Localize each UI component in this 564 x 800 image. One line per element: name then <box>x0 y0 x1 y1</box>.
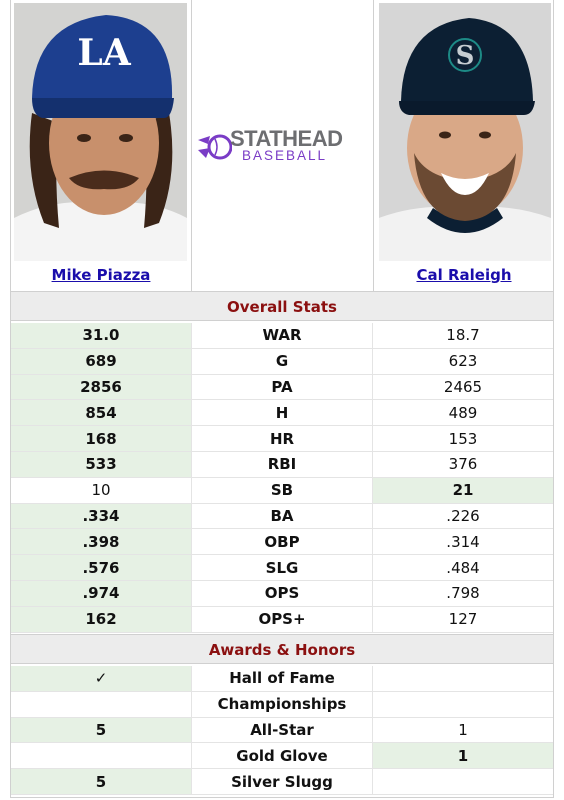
right-player-value <box>373 692 553 717</box>
overall-stat-row: 10 SB 21 <box>11 477 553 504</box>
right-player-value <box>373 769 553 794</box>
stat-label: Hall of Fame <box>191 666 373 691</box>
stat-label: Gold Glove <box>191 743 373 769</box>
right-player-value: 21 <box>373 477 553 503</box>
stat-label: OPS+ <box>191 606 373 632</box>
logo-subtitle: BASEBALL <box>242 148 328 163</box>
overall-stats-header: Overall Stats <box>11 291 553 321</box>
overall-stat-row: .334 BA .226 <box>11 503 553 530</box>
right-player-value: .314 <box>446 532 480 551</box>
awards-honors-header: Awards & Honors <box>11 634 553 664</box>
stat-label: H <box>191 400 373 426</box>
stathead-logo[interactable]: STATHEAD BASEBALL <box>196 126 368 168</box>
award-row: ✓ Hall of Fame <box>11 666 553 692</box>
left-player-value: .334 <box>11 503 191 529</box>
overall-stat-row: 162 OPS+ 127 <box>11 606 553 633</box>
right-player-value: 376 <box>448 455 478 474</box>
stat-label: OBP <box>191 529 373 555</box>
overall-stat-row: 533 RBI 376 <box>11 451 553 478</box>
player-left-portrait: LA <box>14 3 187 261</box>
stat-label: SLG <box>191 555 373 580</box>
left-player-value: 10 <box>91 481 111 500</box>
overall-stats-table: 31.0 WAR 18.7 689 G 623 2856 PA 2465 854 H 489 168 HR… <box>11 323 553 633</box>
stat-label: G <box>191 348 373 374</box>
dodgers-cap-logo: LA <box>77 32 131 74</box>
stat-label: All-Star <box>191 717 373 743</box>
right-player-value: .226 <box>446 506 480 525</box>
overall-stat-row: .398 OBP .314 <box>11 529 553 556</box>
award-row: 5 Silver Slugg <box>11 769 553 795</box>
left-player-value: ✓ <box>11 666 191 691</box>
left-player-value: 854 <box>11 400 191 426</box>
comparison-card: LA Mike Piazza STATHEAD BASEBALL <box>10 0 554 798</box>
left-player-value: 5 <box>11 717 191 743</box>
left-player-value: 689 <box>11 348 191 374</box>
right-player-value: 1 <box>373 743 553 769</box>
left-player-value: 162 <box>11 606 191 632</box>
player-left-name-link[interactable]: Mike Piazza <box>51 266 151 284</box>
overall-stat-row: 2856 PA 2465 <box>11 374 553 401</box>
logo-wordmark: STATHEAD <box>230 126 343 151</box>
right-player-value <box>373 666 553 691</box>
left-player-value <box>11 692 191 717</box>
stat-label: WAR <box>191 323 373 348</box>
right-player-value: 489 <box>448 403 478 422</box>
award-row: 5 All-Star 1 <box>11 717 553 744</box>
right-player-value: .798 <box>446 584 480 603</box>
overall-stat-row: .576 SLG .484 <box>11 555 553 581</box>
overall-stat-row: 31.0 WAR 18.7 <box>11 323 553 349</box>
overall-stat-row: 168 HR 153 <box>11 426 553 452</box>
stat-label: SB <box>191 477 373 503</box>
mariners-cap-logo: S <box>456 41 475 71</box>
right-player-value: 127 <box>448 610 478 629</box>
right-player-value: 1 <box>458 720 468 739</box>
right-player-value: 18.7 <box>446 326 480 345</box>
player-right-column: S Cal Raleigh <box>373 0 554 291</box>
stat-label: OPS <box>191 580 373 606</box>
left-player-value: 168 <box>11 426 191 451</box>
header-area: LA Mike Piazza STATHEAD BASEBALL <box>11 0 553 291</box>
player-left-photo[interactable]: LA <box>14 3 187 261</box>
player-left-column: LA Mike Piazza <box>11 0 192 291</box>
overall-stat-row: 689 G 623 <box>11 348 553 375</box>
left-player-value: 2856 <box>11 374 191 400</box>
left-player-value: 533 <box>11 451 191 477</box>
awards-honors-table: ✓ Hall of Fame Championships 5 All-Star 1 Gold… <box>11 666 553 795</box>
left-player-value: .576 <box>11 555 191 580</box>
logo-column: STATHEAD BASEBALL <box>192 0 372 291</box>
stat-label: BA <box>191 503 373 529</box>
right-player-value: 623 <box>448 352 478 371</box>
player-right-portrait: S <box>379 3 551 261</box>
right-player-value: 153 <box>448 429 478 448</box>
stat-label: PA <box>191 374 373 400</box>
player-right-name-link[interactable]: Cal Raleigh <box>416 266 512 284</box>
stat-label: Silver Slugg <box>191 769 373 794</box>
award-row: Gold Glove 1 <box>11 743 553 770</box>
stat-label: Championships <box>191 691 373 717</box>
award-row: Championships <box>11 691 553 718</box>
left-player-value <box>11 743 191 768</box>
left-player-value: 5 <box>11 769 191 794</box>
right-player-value: 2465 <box>443 377 483 396</box>
stat-label: RBI <box>191 451 373 477</box>
left-player-value: .974 <box>11 580 191 606</box>
overall-stat-row: .974 OPS .798 <box>11 580 553 607</box>
left-player-value: 31.0 <box>11 323 191 348</box>
player-right-photo[interactable]: S <box>379 3 551 261</box>
overall-stat-row: 854 H 489 <box>11 400 553 427</box>
right-player-value: .484 <box>446 558 480 577</box>
stathead-baseball-icon <box>198 134 232 160</box>
stat-label: HR <box>191 426 373 451</box>
left-player-value: .398 <box>11 529 191 555</box>
